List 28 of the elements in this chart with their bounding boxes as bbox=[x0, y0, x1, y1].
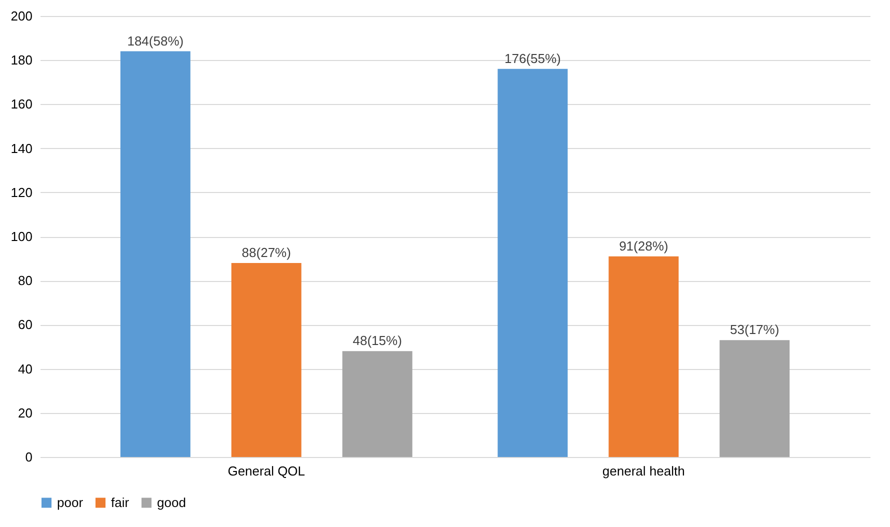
y-tick-label: 0 bbox=[25, 450, 32, 464]
y-tick-label: 140 bbox=[10, 140, 32, 156]
data-label: 176(55%) bbox=[504, 50, 561, 66]
legend-label: good bbox=[157, 494, 186, 510]
data-label: 184(58%) bbox=[127, 33, 184, 48]
bar bbox=[498, 68, 568, 457]
y-tick-label: 120 bbox=[10, 184, 32, 200]
y-tick-label: 60 bbox=[18, 317, 32, 332]
x-tick-label: General QOL bbox=[228, 464, 306, 478]
x-tick-label: general health bbox=[602, 464, 685, 478]
bar bbox=[120, 51, 190, 457]
bar bbox=[720, 340, 790, 457]
bar bbox=[342, 351, 412, 457]
legend-label: fair bbox=[111, 494, 130, 510]
data-label: 53(17%) bbox=[730, 322, 780, 338]
y-tick-label: 20 bbox=[18, 405, 32, 420]
bar bbox=[608, 256, 679, 457]
y-tick-label: 160 bbox=[10, 96, 32, 112]
data-label: 48(15%) bbox=[352, 333, 402, 348]
y-tick-label: 100 bbox=[10, 229, 32, 244]
bar bbox=[231, 262, 302, 457]
data-label: 91(28%) bbox=[619, 238, 668, 254]
y-tick-label: 80 bbox=[18, 273, 32, 288]
data-label: 88(27%) bbox=[242, 244, 291, 260]
legend-label: poor bbox=[57, 494, 84, 510]
y-tick-label: 200 bbox=[10, 8, 32, 24]
y-tick-label: 40 bbox=[18, 361, 32, 376]
y-tick-label: 180 bbox=[10, 52, 32, 68]
